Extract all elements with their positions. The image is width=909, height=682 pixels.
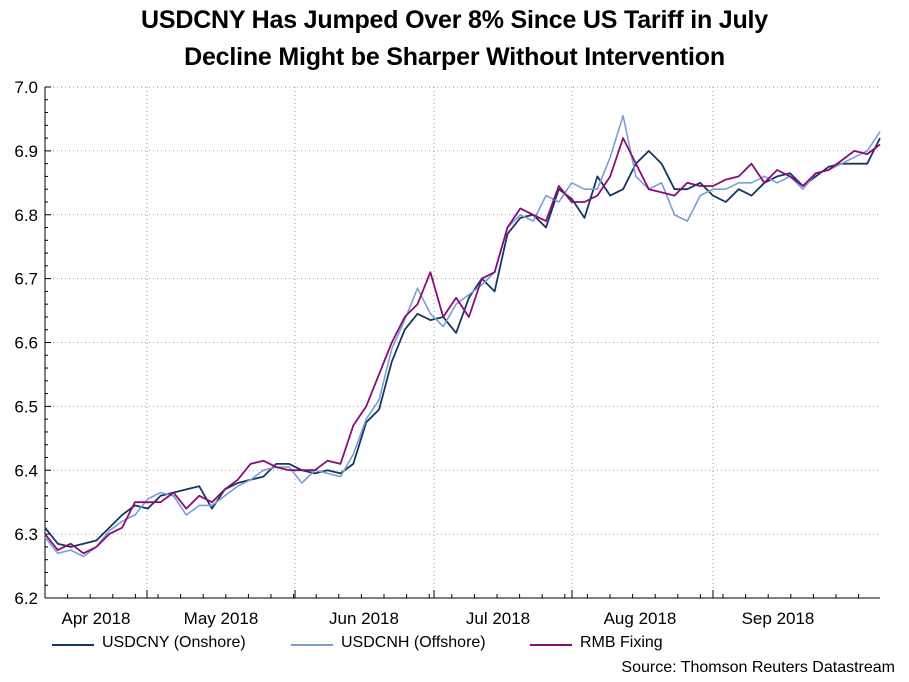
legend-swatch-usdcnh [291, 644, 333, 646]
legend-label-rmb-fixing: RMB Fixing [580, 634, 663, 651]
y-tick-label: 6.5 [14, 397, 38, 416]
legend-label-usdcnh: USDCNH (Offshore) [341, 634, 486, 651]
y-tick-label: 6.6 [14, 334, 38, 353]
x-tick-label: Jul 2018 [466, 609, 530, 628]
chart-subtitle: Decline Might be Sharper Without Interve… [184, 43, 725, 71]
y-tick-label: 6.9 [14, 142, 38, 161]
series-line-rmb-fixing [44, 137, 881, 555]
x-tick-label: Aug 2018 [604, 609, 677, 628]
chart-title: USDCNY Has Jumped Over 8% Since US Tarif… [141, 6, 768, 34]
legend-swatch-rmb-fixing [530, 644, 572, 646]
x-tick-label: Sep 2018 [742, 609, 815, 628]
axes [44, 86, 880, 599]
x-tick-label: Apr 2018 [62, 609, 131, 628]
y-tick-label: 6.8 [14, 206, 38, 225]
grid [45, 86, 880, 598]
series-lines [44, 114, 881, 558]
y-tick-label: 7.0 [14, 78, 38, 97]
x-tick-label: May 2018 [184, 609, 259, 628]
legend-label-usdcny: USDCNY (Onshore) [102, 634, 246, 651]
series-line-usdcnh [44, 114, 881, 558]
ticks: 6.2 6.3 6.4 6.5 6.6 6.7 6.8 6.9 7.0 Apr 2018 May 2… [14, 78, 814, 628]
y-tick-label: 6.7 [14, 270, 38, 289]
source-note: Source: Thomson Reuters Datastream [621, 659, 895, 676]
series-line-usdcny [44, 137, 881, 548]
y-tick-label: 6.3 [14, 525, 38, 544]
legend-swatch-usdcny [52, 644, 94, 646]
y-tick-label: 6.4 [14, 461, 38, 480]
y-tick-label: 6.2 [14, 589, 38, 608]
x-tick-label: Jun 2018 [329, 609, 399, 628]
